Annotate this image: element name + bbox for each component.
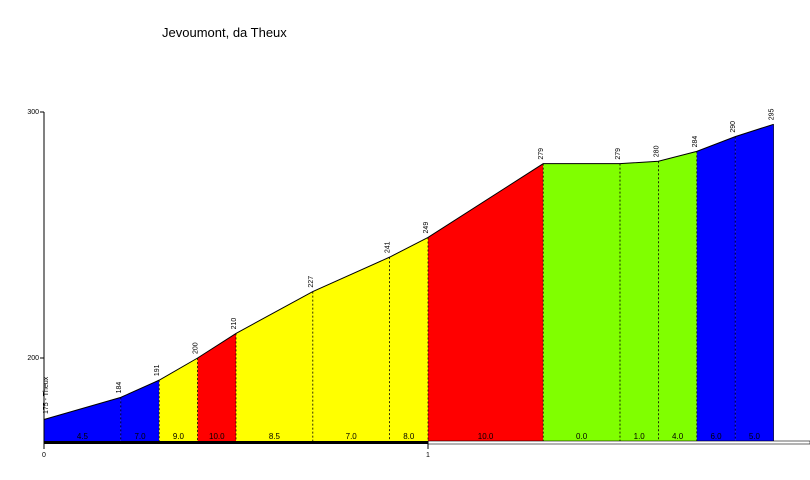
y-tick-label: 300 (27, 109, 39, 116)
segment-area (312, 257, 390, 441)
elevation-label: 200 (193, 342, 200, 354)
elevation-label: 284 (692, 136, 699, 148)
elevation-label: 191 (154, 364, 161, 376)
segment-area (543, 163, 620, 441)
elevation-label: 227 (308, 276, 315, 288)
axes-layer (40, 111, 810, 449)
x-tick-label: 0 (42, 452, 46, 459)
x-tick-label: 1 (426, 452, 430, 459)
segment-gradient-label: 0.0 (576, 432, 588, 441)
segment-area (44, 397, 121, 441)
segment-area (236, 291, 313, 441)
elevation-label: 279 (615, 148, 622, 160)
distance-bar-km-2 (427, 440, 810, 445)
segment-gradient-label: 8.5 (269, 432, 281, 441)
segments-layer (44, 124, 774, 442)
segment-gradient-label: 7.0 (134, 432, 146, 441)
labels-layer: 4.5 7.0 9.0 10.0 8.5 7.0 8.0 10.0 0.0 1.0 4.0 6.0 5.… (27, 109, 775, 459)
segment-gradient-label: 8.0 (403, 432, 415, 441)
segment-gradient-label: 1.0 (634, 432, 646, 441)
y-tick-label: 200 (27, 355, 39, 362)
dividers-layer (120, 136, 736, 441)
profile-line (43, 123, 774, 420)
elevation-label: 175 - Theux (43, 376, 50, 414)
segment-gradient-label: 9.0 (173, 432, 185, 441)
distance-bar-km-1 (44, 441, 428, 444)
segment-gradient-label: 10.0 (478, 432, 494, 441)
segment-area (735, 124, 774, 442)
elevation-label: 295 (769, 109, 776, 121)
segment-area (428, 163, 544, 441)
elevation-label: 280 (653, 145, 660, 157)
segment-gradient-label: 5.0 (749, 432, 761, 441)
segment-gradient-label: 4.0 (672, 432, 684, 441)
segment-area (658, 151, 697, 442)
segment-gradient-label: 10.0 (209, 432, 225, 441)
elevation-label: 290 (730, 121, 737, 133)
elevation-label: 241 (385, 241, 392, 253)
elevation-label: 210 (231, 318, 238, 330)
segment-gradient-label: 7.0 (346, 432, 358, 441)
segment-area (197, 333, 236, 441)
elevation-label: 184 (116, 382, 123, 394)
segment-area (159, 358, 198, 441)
elevation-label: 249 (423, 222, 430, 234)
segment-gradient-label: 4.5 (77, 432, 89, 441)
outline-layer (43, 123, 774, 441)
segment-area (120, 380, 160, 441)
elevation-label: 279 (538, 148, 545, 160)
segment-area (389, 237, 428, 441)
segment-area (620, 161, 659, 441)
segment-area (696, 136, 736, 441)
chart-title: Jevoumont, da Theux (162, 25, 287, 40)
segment-gradient-label: 6.0 (710, 432, 722, 441)
